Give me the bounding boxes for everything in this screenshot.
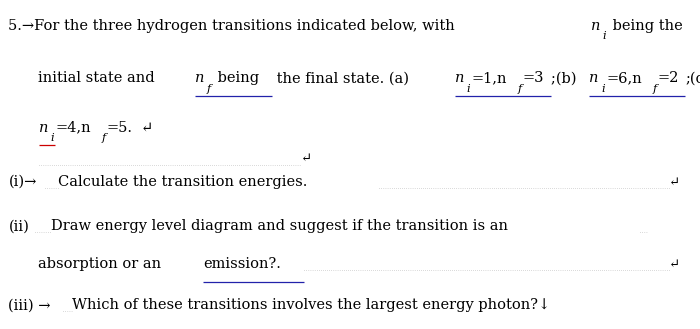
Text: =5.: =5. xyxy=(106,121,133,135)
Text: Draw energy level diagram and suggest if the transition is an: Draw energy level diagram and suggest if… xyxy=(50,219,508,233)
Text: ↵: ↵ xyxy=(668,258,680,271)
Text: f: f xyxy=(517,84,522,94)
Text: Which of these transitions involves the largest energy photon?↓: Which of these transitions involves the … xyxy=(71,298,550,312)
Text: i: i xyxy=(467,84,470,94)
Text: ↵: ↵ xyxy=(301,152,312,165)
Text: =3: =3 xyxy=(523,71,545,85)
Text: (i)→: (i)→ xyxy=(8,175,37,189)
Text: (iii) →: (iii) → xyxy=(8,298,51,312)
Text: n: n xyxy=(591,19,600,33)
Text: i: i xyxy=(603,32,606,41)
Text: (ii): (ii) xyxy=(8,219,29,233)
Text: absorption or an: absorption or an xyxy=(38,257,167,271)
Text: initial state and: initial state and xyxy=(38,71,160,85)
Text: being the: being the xyxy=(608,19,682,33)
Text: =1,n: =1,n xyxy=(472,71,507,85)
Text: n: n xyxy=(589,71,598,85)
Text: Calculate the transition energies.: Calculate the transition energies. xyxy=(57,175,307,189)
Text: ↵: ↵ xyxy=(140,121,153,135)
Text: the final state. (a): the final state. (a) xyxy=(272,71,414,85)
Text: ;(c): ;(c) xyxy=(685,71,700,85)
Text: =2: =2 xyxy=(658,71,679,85)
Text: n: n xyxy=(38,121,48,135)
Text: n: n xyxy=(195,71,204,85)
Text: f: f xyxy=(102,134,106,143)
Text: f: f xyxy=(207,84,211,94)
Text: i: i xyxy=(601,84,606,94)
Text: i: i xyxy=(50,134,54,143)
Text: emission?.: emission?. xyxy=(203,257,281,271)
Text: =4,n: =4,n xyxy=(55,121,91,135)
Text: =6,n: =6,n xyxy=(606,71,642,85)
Text: f: f xyxy=(652,84,657,94)
Text: ;(b): ;(b) xyxy=(551,71,581,85)
Text: ↵: ↵ xyxy=(668,176,680,189)
Text: n: n xyxy=(455,71,464,85)
Text: being: being xyxy=(213,71,259,85)
Text: 5.→For the three hydrogen transitions indicated below, with: 5.→For the three hydrogen transitions in… xyxy=(8,19,460,33)
